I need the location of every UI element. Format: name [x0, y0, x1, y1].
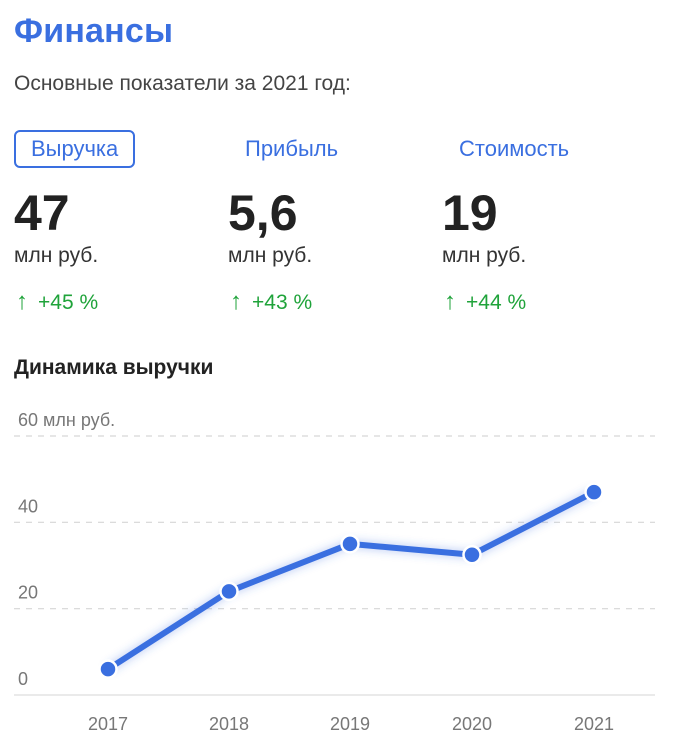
x-tick-label: 2021	[574, 714, 614, 734]
y-tick-label: 40	[18, 496, 38, 516]
x-tick-label: 2018	[209, 714, 249, 734]
arrow-up-icon: ↑	[444, 288, 456, 315]
tab-cost[interactable]: Стоимость	[459, 136, 570, 161]
y-tick-label: 20	[18, 583, 38, 603]
metric-change-value: +45 %	[38, 291, 99, 314]
page-subtitle: Основные показатели за 2021 год:	[14, 72, 351, 95]
metric-profit: Прибыль 5,6 млн руб. ↑ +43 %	[228, 130, 355, 315]
x-tick-label: 2020	[452, 714, 492, 734]
metric-cost: Стоимость 19 млн руб. ↑ +44 %	[442, 130, 586, 315]
data-point[interactable]	[584, 482, 604, 502]
y-tick-label: 60 млн руб.	[18, 410, 115, 430]
tab-revenue[interactable]: Выручка	[14, 130, 136, 168]
metric-value: 5,6	[228, 185, 298, 241]
x-tick-label: 2019	[330, 714, 370, 734]
metric-unit: млн руб.	[228, 244, 313, 267]
metric-revenue: Выручка 47 млн руб. ↑ +45 %	[14, 130, 136, 315]
metric-unit: млн руб.	[14, 244, 99, 267]
arrow-up-icon: ↑	[230, 288, 242, 315]
metric-unit: млн руб.	[442, 244, 527, 267]
page-title: Финансы	[14, 12, 174, 50]
metric-change: ↑ +43 %	[230, 288, 312, 316]
data-point[interactable]	[98, 659, 118, 679]
y-tick-label: 0	[18, 669, 28, 689]
revenue-chart: 0 20 40 60 млн руб. 2017 2018 2019 2020 2021	[14, 410, 655, 734]
metric-change: ↑ +44 %	[444, 288, 526, 316]
series-line	[105, 489, 597, 673]
series-line-shadow	[105, 487, 597, 674]
data-point[interactable]	[340, 534, 360, 554]
chart-title: Динамика выручки	[14, 356, 214, 379]
metric-change-value: +44 %	[466, 291, 527, 314]
metric-tabs: Выручка 47 млн руб. ↑ +45 % Прибыль 5,6 м…	[0, 130, 680, 330]
data-point[interactable]	[219, 581, 239, 602]
metric-value: 19	[442, 185, 498, 241]
arrow-up-icon: ↑	[16, 288, 28, 315]
tab-profit[interactable]: Прибыль	[245, 136, 339, 161]
x-tick-label: 2017	[88, 714, 128, 734]
data-point[interactable]	[462, 544, 482, 565]
metric-change-value: +43 %	[252, 291, 313, 314]
metric-value: 47	[14, 185, 70, 241]
metric-change: ↑ +45 %	[16, 288, 98, 316]
